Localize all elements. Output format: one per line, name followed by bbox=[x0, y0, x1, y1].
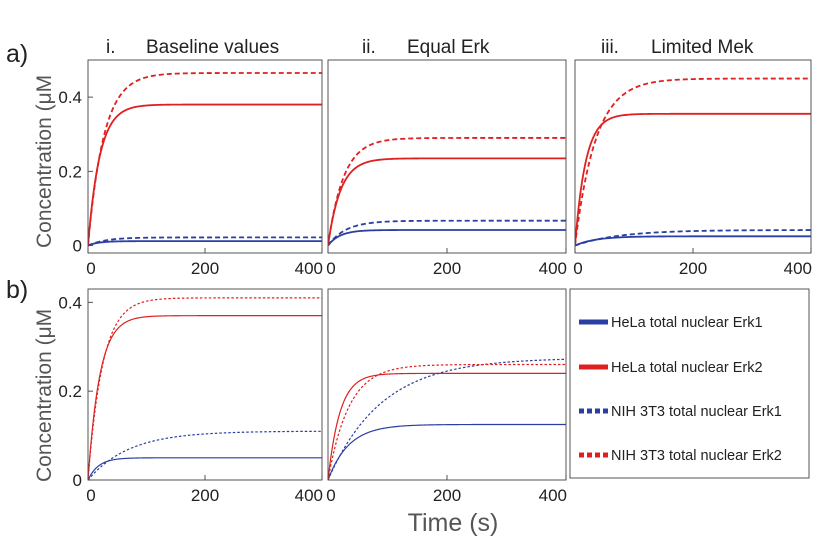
x-axis-label: Time (s) bbox=[408, 509, 499, 537]
series-line-nih-3t3-total-nuclear-erk2 bbox=[88, 297, 322, 480]
panel-title: Limited Mek bbox=[651, 37, 754, 58]
panel-a-ii: 0 200 400 ii. Equal Erk bbox=[326, 37, 567, 278]
series-line-hela-total-nuclear-erk1 bbox=[88, 240, 322, 247]
series-line-hela-total-nuclear-erk2 bbox=[328, 157, 566, 246]
y-axis-label-row-b: Concentration (μM bbox=[33, 309, 56, 482]
x-tick-label: 0 bbox=[573, 259, 582, 278]
x-tick-label: 400 bbox=[539, 259, 567, 278]
y-tick-label: 0.2 bbox=[58, 162, 82, 181]
legend-label: HeLa total nuclear Erk2 bbox=[611, 360, 763, 376]
series-line-nih-3t3-total-nuclear-erk1 bbox=[328, 358, 566, 480]
series-line-hela-total-nuclear-erk2 bbox=[575, 112, 811, 246]
legend-label: NIH 3T3 total nuclear Erk1 bbox=[611, 404, 782, 420]
series-line-hela-total-nuclear-erk1 bbox=[575, 235, 811, 247]
series-line-nih-3t3-total-nuclear-erk1 bbox=[575, 229, 811, 247]
panel-a-iii: 0 200 400 iii. Limited Mek bbox=[573, 37, 812, 278]
series-group bbox=[88, 72, 322, 247]
legend-frame bbox=[569, 288, 810, 479]
series-line-hela-total-nuclear-erk1 bbox=[88, 457, 322, 480]
y-tick-label: 0.2 bbox=[58, 382, 82, 401]
series-line-hela-total-nuclear-erk2 bbox=[328, 372, 566, 480]
panel-title: Equal Erk bbox=[407, 37, 490, 58]
legend-label: HeLa total nuclear Erk1 bbox=[611, 315, 763, 331]
y-axis-label-row-a: Concentration (μM bbox=[33, 75, 56, 248]
series-line-nih-3t3-total-nuclear-erk2 bbox=[575, 77, 811, 246]
panel-title: Baseline values bbox=[146, 37, 279, 58]
panel-a-i: 0 200 400 0 0.2 0.4 i. Baseline values bbox=[58, 37, 323, 278]
x-tick-label: 400 bbox=[539, 486, 567, 505]
x-tick-label: 400 bbox=[295, 259, 323, 278]
panel-b-i: 0 200 400 0 0.2 0.4 bbox=[58, 288, 323, 505]
x-tick-label: 200 bbox=[191, 486, 219, 505]
x-tick-label: 200 bbox=[433, 486, 461, 505]
series-line-nih-3t3-total-nuclear-erk2 bbox=[328, 363, 566, 480]
x-tick-label: 200 bbox=[191, 259, 219, 278]
series-line-nih-3t3-total-nuclear-erk1 bbox=[88, 430, 322, 480]
series-line-nih-3t3-total-nuclear-erk2 bbox=[88, 72, 322, 246]
series-line-hela-total-nuclear-erk1 bbox=[328, 423, 566, 480]
x-tick-label: 0 bbox=[86, 486, 95, 505]
series-group bbox=[328, 137, 566, 247]
series-line-hela-total-nuclear-erk2 bbox=[88, 103, 322, 246]
plot-frame bbox=[87, 59, 323, 254]
y-tick-label: 0.4 bbox=[58, 293, 82, 312]
plot-frame bbox=[327, 288, 567, 481]
legend-label: NIH 3T3 total nuclear Erk2 bbox=[611, 448, 782, 464]
x-tick-label: 400 bbox=[295, 486, 323, 505]
series-line-hela-total-nuclear-erk2 bbox=[88, 315, 322, 480]
y-tick-label: 0.4 bbox=[58, 88, 82, 107]
row-a-label: a) bbox=[6, 40, 28, 68]
panel-title-number: i. bbox=[106, 37, 116, 58]
series-group bbox=[575, 77, 811, 247]
x-tick-label: 0 bbox=[86, 259, 95, 278]
panel-title-number: ii. bbox=[362, 37, 376, 58]
x-tick-label: 0 bbox=[326, 259, 335, 278]
x-tick-label: 0 bbox=[326, 486, 335, 505]
series-group bbox=[328, 358, 566, 480]
series-line-nih-3t3-total-nuclear-erk1 bbox=[88, 236, 322, 247]
x-tick-label: 400 bbox=[784, 259, 812, 278]
y-tick-label: 0 bbox=[73, 237, 82, 256]
legend: HeLa total nuclear Erk1 HeLa total nuclea… bbox=[569, 288, 810, 479]
row-b-label: b) bbox=[6, 276, 28, 304]
plot-frame bbox=[574, 59, 812, 254]
x-tick-label: 200 bbox=[433, 259, 461, 278]
panel-b-ii: 0 200 400 bbox=[326, 288, 567, 505]
panel-title-number: iii. bbox=[601, 37, 619, 58]
series-line-nih-3t3-total-nuclear-erk1 bbox=[328, 219, 566, 247]
y-tick-label: 0 bbox=[73, 471, 82, 490]
x-tick-label: 200 bbox=[679, 259, 707, 278]
series-group bbox=[88, 297, 322, 480]
series-line-hela-total-nuclear-erk1 bbox=[328, 229, 566, 247]
